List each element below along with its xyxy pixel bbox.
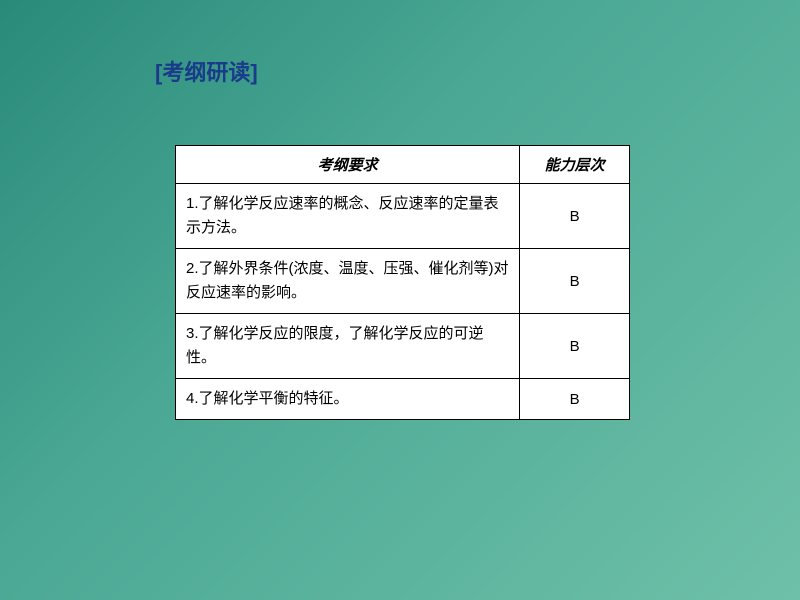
syllabus-table-container: 考纲要求 能力层次 1.了解化学反应速率的概念、反应速率的定量表示方法。 B 2…	[175, 145, 630, 420]
requirement-cell: 4.了解化学平衡的特征。	[176, 379, 520, 420]
level-cell: B	[520, 184, 630, 249]
header-requirement: 考纲要求	[176, 146, 520, 184]
table-header-row: 考纲要求 能力层次	[176, 146, 630, 184]
table-row: 3.了解化学反应的限度，了解化学反应的可逆性。 B	[176, 314, 630, 379]
table-row: 4.了解化学平衡的特征。 B	[176, 379, 630, 420]
table-row: 1.了解化学反应速率的概念、反应速率的定量表示方法。 B	[176, 184, 630, 249]
syllabus-table: 考纲要求 能力层次 1.了解化学反应速率的概念、反应速率的定量表示方法。 B 2…	[175, 145, 630, 420]
table-row: 2.了解外界条件(浓度、温度、压强、催化剂等)对反应速率的影响。 B	[176, 249, 630, 314]
requirement-cell: 2.了解外界条件(浓度、温度、压强、催化剂等)对反应速率的影响。	[176, 249, 520, 314]
header-level: 能力层次	[520, 146, 630, 184]
section-title: [考纲研读]	[155, 55, 258, 87]
level-cell: B	[520, 379, 630, 420]
level-cell: B	[520, 314, 630, 379]
requirement-cell: 3.了解化学反应的限度，了解化学反应的可逆性。	[176, 314, 520, 379]
requirement-cell: 1.了解化学反应速率的概念、反应速率的定量表示方法。	[176, 184, 520, 249]
level-cell: B	[520, 249, 630, 314]
